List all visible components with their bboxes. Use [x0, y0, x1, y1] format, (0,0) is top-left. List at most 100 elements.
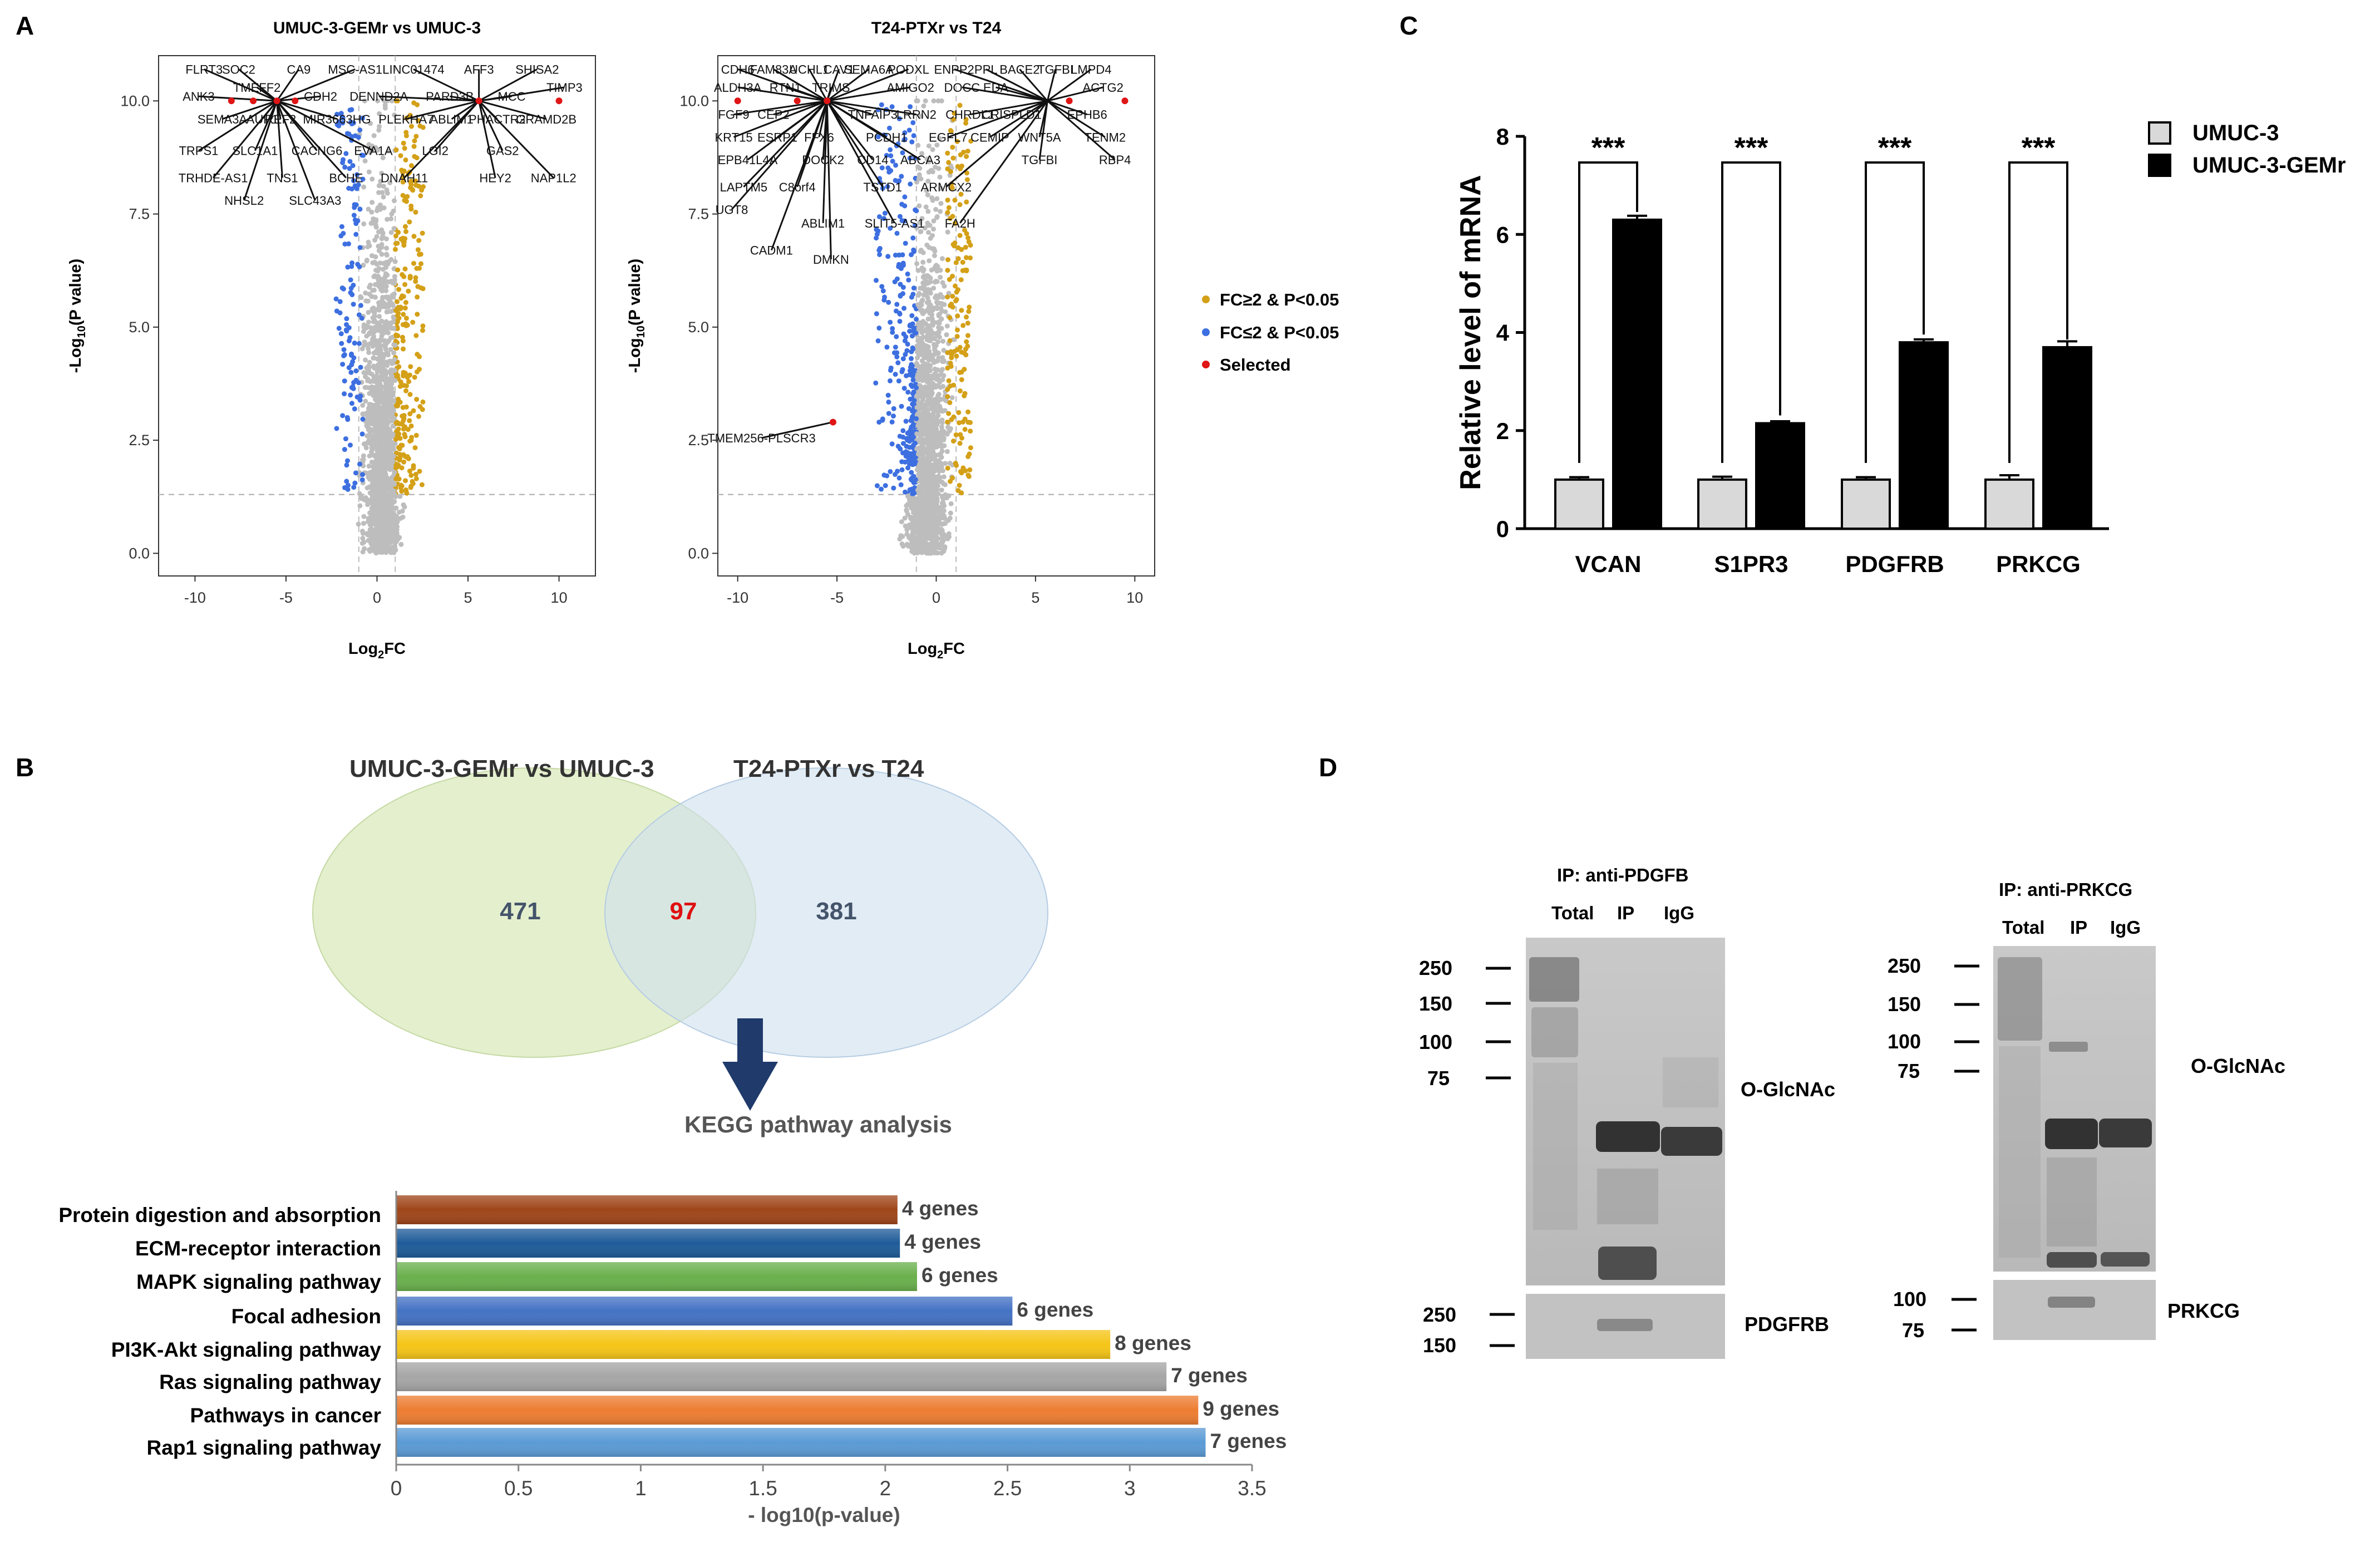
- data-point: [874, 483, 880, 489]
- data-point: [910, 321, 915, 327]
- data-point: [388, 216, 394, 221]
- data-point: [395, 267, 401, 273]
- legend-swatch-umuc3-gemr: [2148, 154, 2171, 177]
- data-point: [393, 241, 398, 247]
- data-point: [397, 452, 402, 457]
- data-point: [950, 439, 956, 444]
- data-point: [416, 238, 422, 243]
- data-point: [379, 526, 385, 531]
- data-point: [952, 349, 957, 354]
- data-point: [380, 190, 385, 195]
- data-point: [927, 524, 933, 529]
- data-point: [369, 200, 375, 205]
- data-point: [383, 471, 388, 477]
- label-leader-line: [989, 100, 1048, 138]
- data-point: [938, 541, 944, 546]
- data-point: [904, 348, 910, 353]
- data-point: [915, 302, 921, 308]
- label-leader-line: [204, 68, 278, 102]
- x-tick-label: 10: [551, 589, 568, 606]
- gene-label: TRPS1: [179, 144, 218, 158]
- label-leader-line: [198, 95, 277, 102]
- data-point: [908, 516, 914, 521]
- data-point: [945, 350, 950, 356]
- data-point: [958, 166, 963, 171]
- significance-stars: ***: [1735, 132, 1768, 164]
- data-point: [897, 318, 903, 324]
- data-point: [934, 430, 940, 435]
- data-point: [366, 309, 371, 315]
- data-point: [372, 237, 378, 243]
- data-point: [953, 260, 959, 265]
- data-point: [891, 406, 896, 411]
- data-point: [888, 153, 894, 159]
- data-point: [950, 273, 955, 279]
- data-point: [959, 247, 964, 252]
- data-point: [880, 416, 885, 422]
- data-point: [896, 475, 902, 481]
- data-point: [398, 306, 403, 312]
- y-tick-label: 0: [1496, 516, 1509, 542]
- data-point: [873, 380, 879, 386]
- data-point: [898, 293, 903, 298]
- kegg-bar-chart: 4 genes Protein digestion and absorption 4…: [58, 1191, 1287, 1526]
- label-leader-line: [826, 101, 832, 259]
- data-point: [911, 133, 916, 139]
- data-point: [349, 401, 354, 406]
- y-tick-label: 0.0: [688, 545, 709, 561]
- data-point: [933, 452, 938, 458]
- data-point: [401, 239, 406, 244]
- data-point: [393, 233, 398, 239]
- data-point: [924, 463, 929, 469]
- data-point: [356, 341, 362, 346]
- data-point: [968, 428, 973, 434]
- data-point: [953, 461, 958, 466]
- data-point: [377, 392, 382, 398]
- blot-left-lane-ip: IP: [1617, 903, 1634, 923]
- data-point: [876, 248, 882, 253]
- data-point: [369, 470, 375, 475]
- data-point: [381, 194, 386, 200]
- data-point: [909, 356, 914, 361]
- data-point: [397, 535, 402, 540]
- label-leader-line: [276, 100, 347, 179]
- label-leader-line: [276, 68, 300, 102]
- data-point: [944, 332, 949, 338]
- data-point: [928, 373, 933, 379]
- data-point: [903, 418, 909, 424]
- data-point: [396, 316, 402, 321]
- data-point: [407, 418, 412, 423]
- data-point: [911, 398, 917, 403]
- data-point: [408, 364, 413, 370]
- data-point: [367, 453, 372, 459]
- data-point: [925, 192, 930, 198]
- data-point: [406, 288, 411, 294]
- data-point: [369, 209, 375, 215]
- data-point: [372, 441, 378, 446]
- data-point: [939, 536, 944, 541]
- data-point: [938, 268, 943, 273]
- data-point: [930, 446, 935, 451]
- bar-umuc3-gemr: [1612, 218, 1662, 530]
- data-point: [365, 502, 371, 508]
- selected-point: [250, 97, 257, 105]
- y-tick-label: 7.5: [129, 206, 150, 223]
- data-point: [337, 299, 343, 304]
- volcano-points: [333, 98, 426, 556]
- data-point: [962, 393, 967, 398]
- data-point: [371, 355, 377, 361]
- gene-label: AFF3: [464, 62, 494, 76]
- gene-label: KRT15: [715, 130, 753, 144]
- data-point: [920, 297, 925, 303]
- data-point: [379, 170, 385, 176]
- blot-left-marker-75: 75: [1427, 1067, 1450, 1090]
- data-point: [338, 331, 344, 337]
- data-point: [918, 285, 923, 291]
- y-tick-label: 5.0: [688, 319, 709, 336]
- gene-label: TSTD1: [863, 180, 902, 194]
- data-point: [361, 370, 367, 376]
- data-point: [905, 543, 911, 549]
- data-point: [367, 149, 373, 155]
- data-point: [372, 282, 378, 287]
